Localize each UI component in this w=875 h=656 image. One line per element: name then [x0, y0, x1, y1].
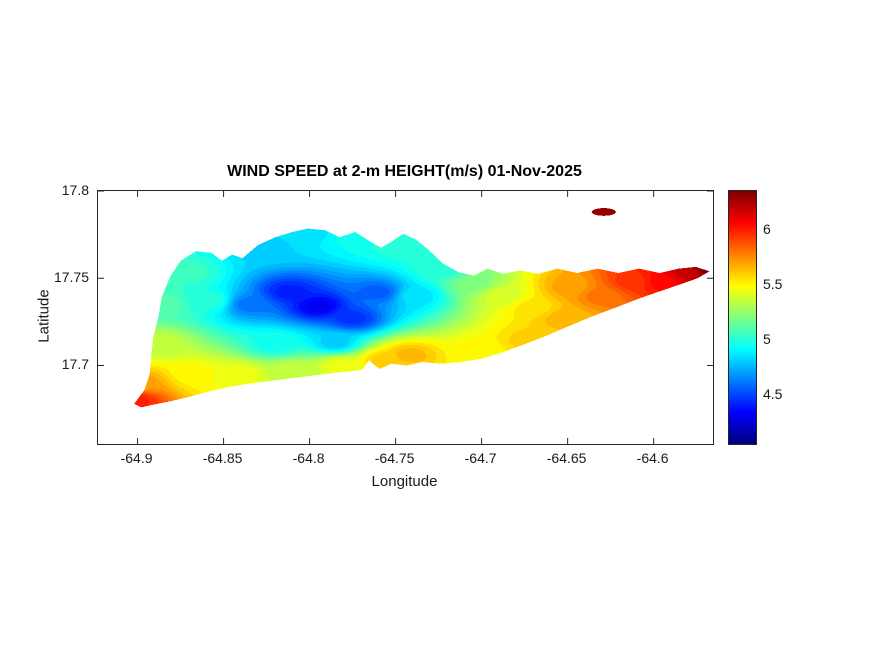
colorbar-tick-label: 6 [763, 220, 771, 237]
y-tick-label: 17.8 [61, 182, 89, 198]
x-tick-label: -64.85 [202, 450, 243, 466]
x-tick-label: -64.65 [546, 450, 587, 466]
colorbar [728, 190, 757, 445]
x-tick-label: -64.9 [120, 450, 153, 466]
colorbar-tick-label: 5 [763, 330, 771, 347]
x-axis-label: Longitude [371, 473, 438, 490]
y-tick-label: 17.7 [61, 356, 89, 373]
x-tick-label: -64.8 [292, 450, 325, 466]
x-tick-label: -64.6 [636, 450, 669, 466]
y-tick-label: 17.75 [53, 269, 89, 286]
y-axis-label: Latitude [35, 289, 53, 343]
colorbar-tick-label: 4.5 [763, 385, 783, 402]
plot-area [97, 190, 714, 445]
x-tick-label: -64.75 [374, 450, 415, 466]
colorbar-tick-label: 5.5 [763, 275, 783, 292]
colorbar-canvas [729, 191, 756, 444]
x-tick-label: -64.7 [464, 450, 497, 466]
windspeed-field-canvas [98, 191, 713, 444]
chart-title: WIND SPEED at 2-m HEIGHT(m/s) 01-Nov-202… [227, 163, 582, 180]
